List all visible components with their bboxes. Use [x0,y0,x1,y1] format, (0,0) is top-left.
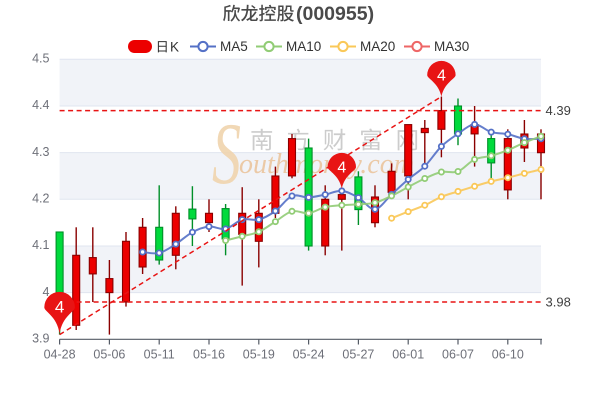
svg-text:MA5: MA5 [220,39,248,54]
svg-text:4: 4 [55,298,64,317]
svg-text:06-01: 06-01 [392,348,424,362]
svg-text:4.5: 4.5 [32,52,49,66]
svg-text:06-10: 06-10 [492,348,524,362]
svg-text:05-11: 05-11 [144,348,175,362]
svg-text:05-06: 05-06 [93,348,125,362]
svg-text:3.9: 3.9 [32,332,49,346]
svg-text:(000955): (000955) [296,3,374,25]
svg-text:4: 4 [437,68,446,85]
svg-text:outhmoney.com: outhmoney.com [239,149,414,180]
svg-text:4: 4 [337,160,346,177]
svg-text:06-07: 06-07 [442,348,474,362]
svg-text:05-24: 05-24 [293,348,325,362]
svg-text:MA10: MA10 [286,39,321,54]
svg-text:S: S [212,106,241,203]
svg-text:05-16: 05-16 [193,348,225,362]
svg-text:4.1: 4.1 [32,238,49,252]
svg-text:4: 4 [43,285,50,299]
svg-text:04-28: 04-28 [44,348,76,362]
svg-text:MA30: MA30 [434,39,469,54]
svg-text:4.39: 4.39 [546,103,571,118]
svg-text:05-19: 05-19 [243,348,275,362]
svg-text:4.4: 4.4 [32,98,49,112]
svg-text:3.98: 3.98 [546,295,571,310]
svg-text:MA20: MA20 [360,39,395,54]
svg-text:4.2: 4.2 [32,192,49,206]
svg-text:4.3: 4.3 [32,145,49,159]
svg-text:K: K [170,40,179,55]
svg-text:05-27: 05-27 [342,348,374,362]
